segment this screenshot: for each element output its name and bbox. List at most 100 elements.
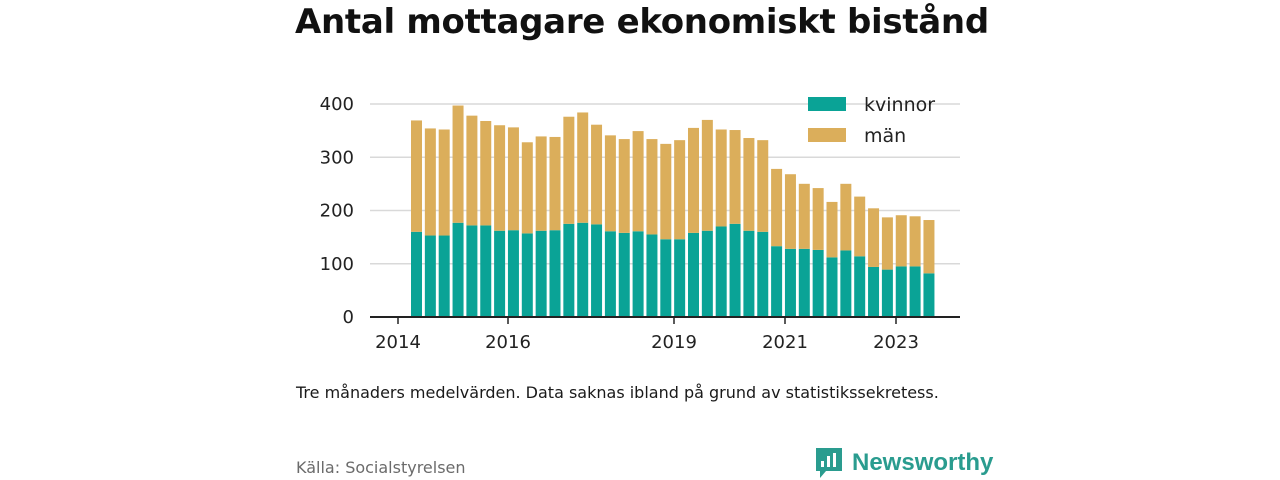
bar-kvinnor xyxy=(688,232,699,317)
x-axis-tick-labels: 2014 2016 2019 2021 2023 xyxy=(375,317,919,353)
legend-swatch xyxy=(808,128,846,142)
bar-kvinnor xyxy=(840,250,852,317)
bar-kvinnor xyxy=(577,222,589,317)
bar-kvinnor xyxy=(604,231,616,317)
bar-man xyxy=(674,140,686,240)
bar-kvinnor xyxy=(729,223,741,317)
bar-kvinnor xyxy=(854,256,866,317)
bars xyxy=(411,105,935,317)
y-axis-tick-labels: 0 100 200 300 400 xyxy=(320,94,354,328)
x-tick-label: 2023 xyxy=(873,332,919,353)
bar-kvinnor xyxy=(812,249,824,317)
bar-man xyxy=(743,138,755,231)
bar-man xyxy=(646,139,658,235)
bar-man xyxy=(424,128,436,236)
bar-kvinnor xyxy=(798,248,810,317)
brand-logo[interactable]: Newsworthy xyxy=(814,446,993,480)
y-tick-label: 100 xyxy=(320,254,354,275)
x-tick-label: 2019 xyxy=(651,332,697,353)
bar-kvinnor xyxy=(452,222,464,317)
bar-kvinnor xyxy=(591,224,603,317)
y-tick-label: 0 xyxy=(343,307,354,328)
newsworthy-logo-icon xyxy=(816,448,842,478)
brand-name: Newsworthy xyxy=(852,449,994,476)
bar-man xyxy=(507,127,519,231)
bar-man xyxy=(757,140,769,232)
bar-man xyxy=(521,142,533,234)
x-tick-label: 2021 xyxy=(762,332,808,353)
bar-man xyxy=(771,168,783,247)
bar-man xyxy=(411,120,422,232)
bar-man xyxy=(660,143,672,240)
bar-kvinnor xyxy=(494,230,506,317)
bar-man xyxy=(715,129,727,227)
y-tick-label: 300 xyxy=(320,147,354,168)
bar-kvinnor xyxy=(757,231,769,317)
bar-kvinnor xyxy=(411,231,422,317)
bar-man xyxy=(840,183,852,251)
bar-kvinnor xyxy=(784,248,796,317)
bar-kvinnor xyxy=(715,226,727,317)
bar-man xyxy=(881,217,893,270)
y-tick-label: 400 xyxy=(320,94,354,115)
bar-kvinnor xyxy=(632,231,644,317)
bar-kvinnor xyxy=(507,230,519,317)
bar-man xyxy=(798,183,810,249)
bar-kvinnor xyxy=(701,230,713,317)
stacked-bar-chart: 0 100 200 300 400 2014 2016 2019 2021 2023 kvinn… xyxy=(320,94,960,353)
bar-kvinnor xyxy=(881,269,893,317)
chart-title: Antal mottagare ekonomiskt bistånd xyxy=(295,2,989,42)
bar-kvinnor xyxy=(909,266,921,317)
bar-kvinnor xyxy=(674,239,686,317)
bar-kvinnor xyxy=(424,235,436,317)
bar-kvinnor xyxy=(923,273,935,317)
bar-man xyxy=(577,112,589,223)
bar-man xyxy=(535,136,547,231)
bar-man xyxy=(812,188,824,250)
bar-kvinnor xyxy=(895,266,907,317)
bar-man xyxy=(452,105,464,223)
bar-kvinnor xyxy=(549,230,561,317)
y-tick-label: 200 xyxy=(320,201,354,222)
bar-kvinnor xyxy=(771,246,783,317)
bar-kvinnor xyxy=(826,257,838,317)
bar-man xyxy=(563,116,575,224)
legend-label: män xyxy=(864,125,906,147)
legend-item: kvinnor xyxy=(808,94,935,116)
bar-kvinnor xyxy=(535,230,547,317)
source-credit: Källa: Socialstyrelsen xyxy=(296,458,466,477)
bar-man xyxy=(923,220,935,274)
bar-kvinnor xyxy=(521,233,533,317)
bar-kvinnor xyxy=(563,223,575,317)
bar-man xyxy=(688,127,699,233)
legend-item: män xyxy=(808,125,906,147)
bar-kvinnor xyxy=(743,230,755,317)
bar-man xyxy=(868,208,880,267)
bar-man xyxy=(480,120,492,226)
bar-man xyxy=(784,174,796,249)
bar-man xyxy=(701,119,713,231)
bar-man xyxy=(895,215,907,267)
bar-man xyxy=(494,125,506,231)
legend-label: kvinnor xyxy=(864,94,935,116)
bar-kvinnor xyxy=(618,232,630,317)
bar-man xyxy=(466,115,478,226)
bar-kvinnor xyxy=(646,234,658,317)
bar-kvinnor xyxy=(660,239,672,317)
bar-kvinnor xyxy=(480,225,492,317)
bar-man xyxy=(618,139,630,233)
bar-man xyxy=(591,124,603,225)
bar-kvinnor xyxy=(466,225,478,317)
bar-man xyxy=(826,201,838,258)
bar-man xyxy=(909,216,921,267)
legend: kvinnor män xyxy=(808,94,935,147)
bar-man xyxy=(549,136,561,231)
chart-note: Tre månaders medelvärden. Data saknas ib… xyxy=(296,383,939,402)
legend-swatch xyxy=(808,97,846,111)
x-tick-label: 2014 xyxy=(375,332,421,353)
bar-man xyxy=(729,130,741,224)
bar-kvinnor xyxy=(438,235,450,317)
bar-kvinnor xyxy=(868,266,880,317)
bar-man xyxy=(632,131,644,232)
bar-man xyxy=(604,135,616,232)
